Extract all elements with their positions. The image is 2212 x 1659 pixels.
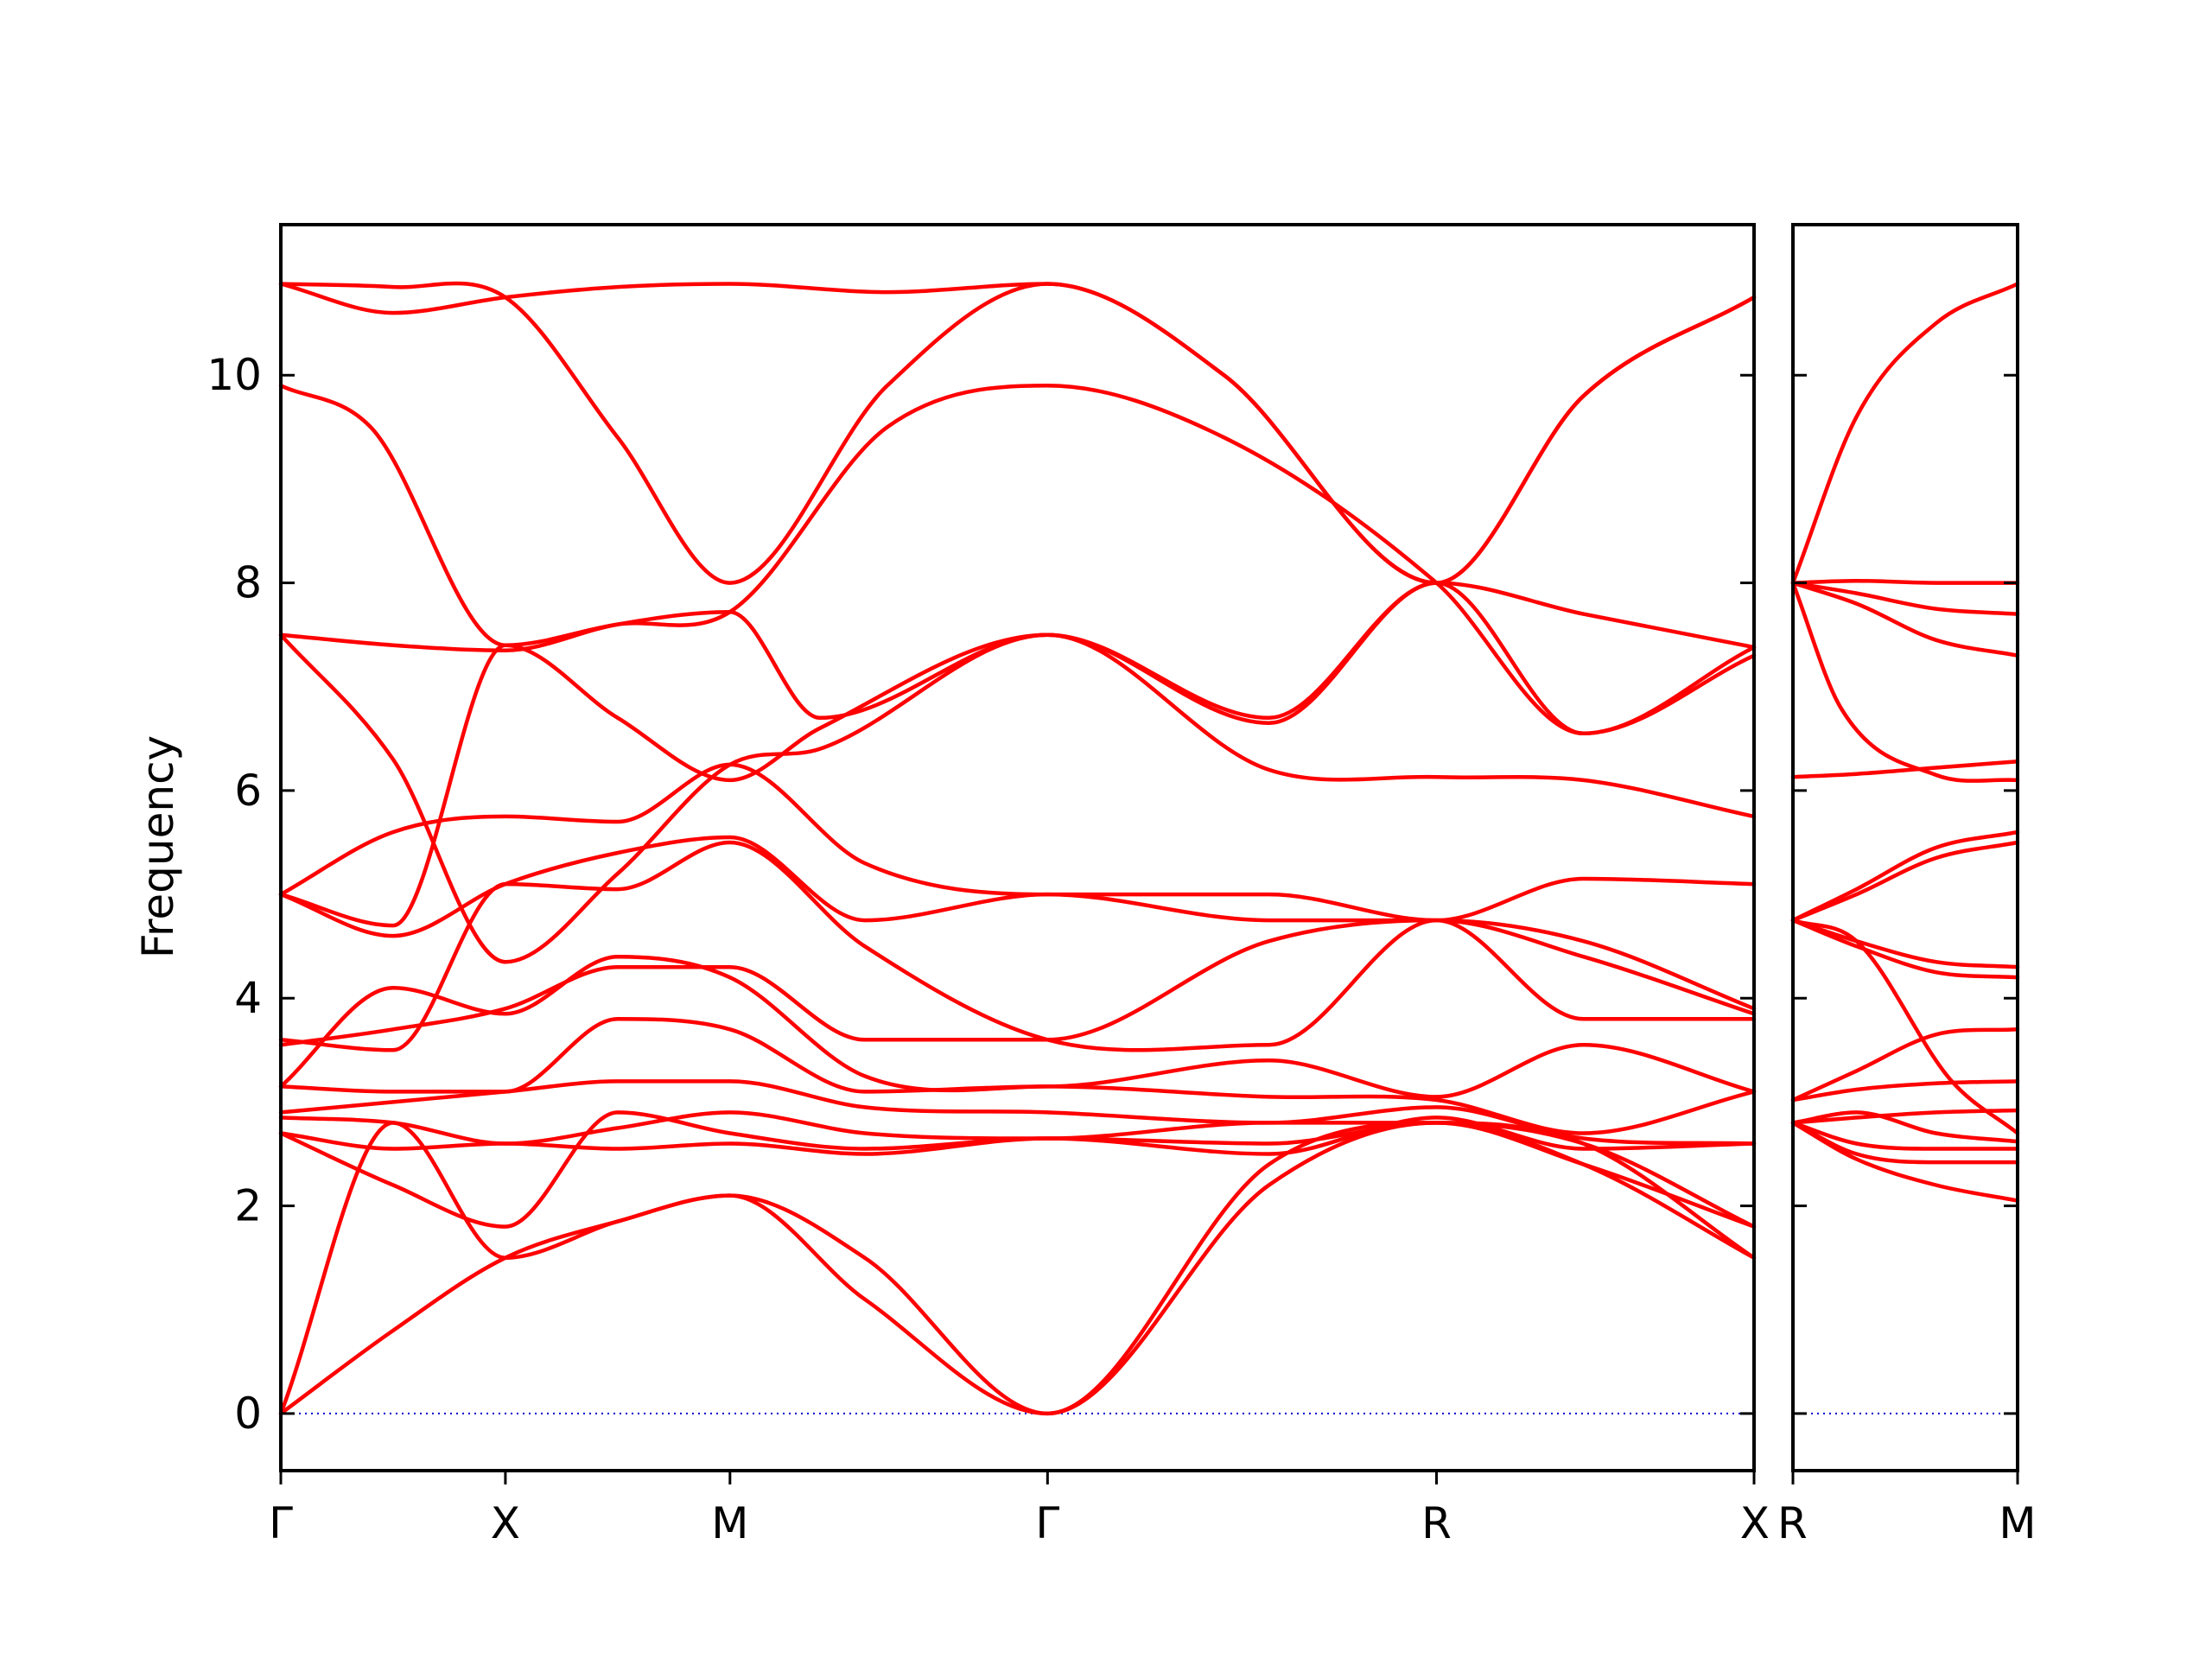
x-tick-label: Γ (1035, 1498, 1059, 1548)
band-line-13 (278, 1079, 1757, 1146)
band-line-6 (1790, 760, 2020, 779)
band-line-9 (278, 840, 1757, 1052)
band-line-16 (278, 1116, 1757, 1156)
y-tick-label: 4 (234, 973, 262, 1023)
band-line-15 (278, 1110, 1757, 1260)
band-line-5 (1790, 581, 2020, 783)
band-line-3 (1790, 581, 2020, 616)
band-line-15 (1790, 1110, 2020, 1144)
panel-frame (1791, 223, 2019, 1472)
band-line-1 (278, 282, 1757, 585)
panel-frame (279, 223, 1756, 1472)
band-line-1 (1790, 282, 2020, 585)
band-line-12 (278, 1017, 1757, 1135)
band-line-10 (1790, 918, 2020, 980)
band-line-5 (278, 581, 1757, 964)
band-line-4 (278, 581, 1757, 721)
band-line-2 (1790, 578, 2020, 585)
y-tick-label: 0 (234, 1389, 262, 1439)
x-tick-label: X (1740, 1498, 1770, 1548)
y-tick-label: 10 (207, 350, 262, 400)
y-axis-label: Frequency (133, 735, 183, 958)
band-line-3 (278, 384, 1757, 736)
band-line-4 (1790, 581, 2020, 658)
band-line-18 (278, 1121, 1757, 1416)
band-line-10 (278, 918, 1757, 1047)
band-line-11 (1790, 918, 2020, 1135)
x-tick-label: Γ (269, 1498, 293, 1548)
band-line-8 (278, 835, 1757, 1011)
band-line-17 (278, 1121, 1757, 1416)
y-tick-label: 2 (234, 1181, 262, 1231)
band-line-6 (278, 632, 1757, 928)
panel-main: 0 2 4 6 8 10 Γ X M Γ R X (207, 223, 1770, 1548)
band-line-12 (1790, 1027, 2020, 1103)
x-tick-label: R (1777, 1498, 1808, 1548)
y-tick-label: 6 (234, 766, 262, 816)
x-tick-label: R (1421, 1498, 1452, 1548)
x-tick-label: M (711, 1498, 748, 1548)
band-line-7 (278, 762, 1757, 923)
band-line-7 (1790, 830, 2020, 923)
band-line-9 (1790, 918, 2020, 969)
x-tick-label: M (1999, 1498, 2036, 1548)
band-line-11 (278, 954, 1757, 1099)
band-line-14 (1790, 1108, 2020, 1125)
band-line-16 (1790, 1121, 2020, 1151)
band-line-2 (278, 281, 1757, 585)
x-tick-label: X (491, 1498, 520, 1548)
y-tick-label: 8 (234, 558, 262, 608)
band-line-18 (1790, 1121, 2020, 1203)
band-line-8 (1790, 840, 2020, 923)
band-line-13 (1790, 1079, 2020, 1103)
